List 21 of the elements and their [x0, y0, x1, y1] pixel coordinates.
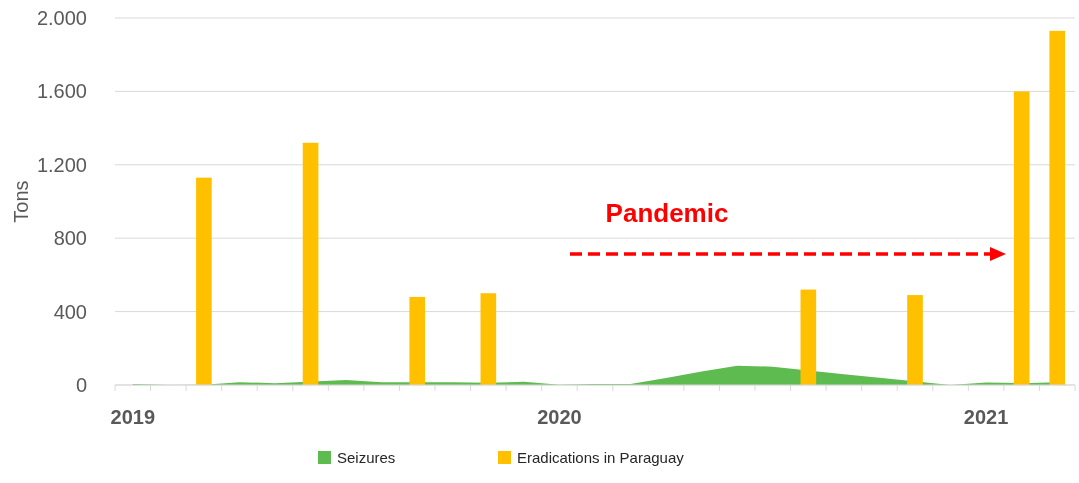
legend-label: Seizures: [337, 449, 396, 466]
x-tick-label: 2021: [963, 406, 1009, 428]
x-tick-label: 2019: [110, 406, 156, 428]
y-tick-label: 2.000: [36, 6, 87, 29]
bar: [480, 293, 497, 385]
y-tick-label: 1.200: [36, 153, 87, 176]
bar: [907, 295, 923, 385]
y-tick-label: 800: [53, 227, 87, 250]
bar: [1049, 30, 1066, 385]
bar: [800, 289, 817, 385]
bar: [196, 177, 212, 385]
y-tick-label: 0: [75, 373, 87, 396]
bar: [409, 296, 426, 385]
y-tick-label: 1.600: [36, 80, 87, 103]
legend-label: Eradications in Paraguay: [517, 449, 685, 466]
annotation: Pandemic: [605, 198, 729, 228]
y-axis-title: Tons: [10, 180, 32, 223]
x-tick-label: 2020: [537, 406, 582, 428]
y-tick-label: 400: [53, 300, 87, 323]
bar: [1013, 91, 1030, 385]
bar: [302, 142, 319, 385]
